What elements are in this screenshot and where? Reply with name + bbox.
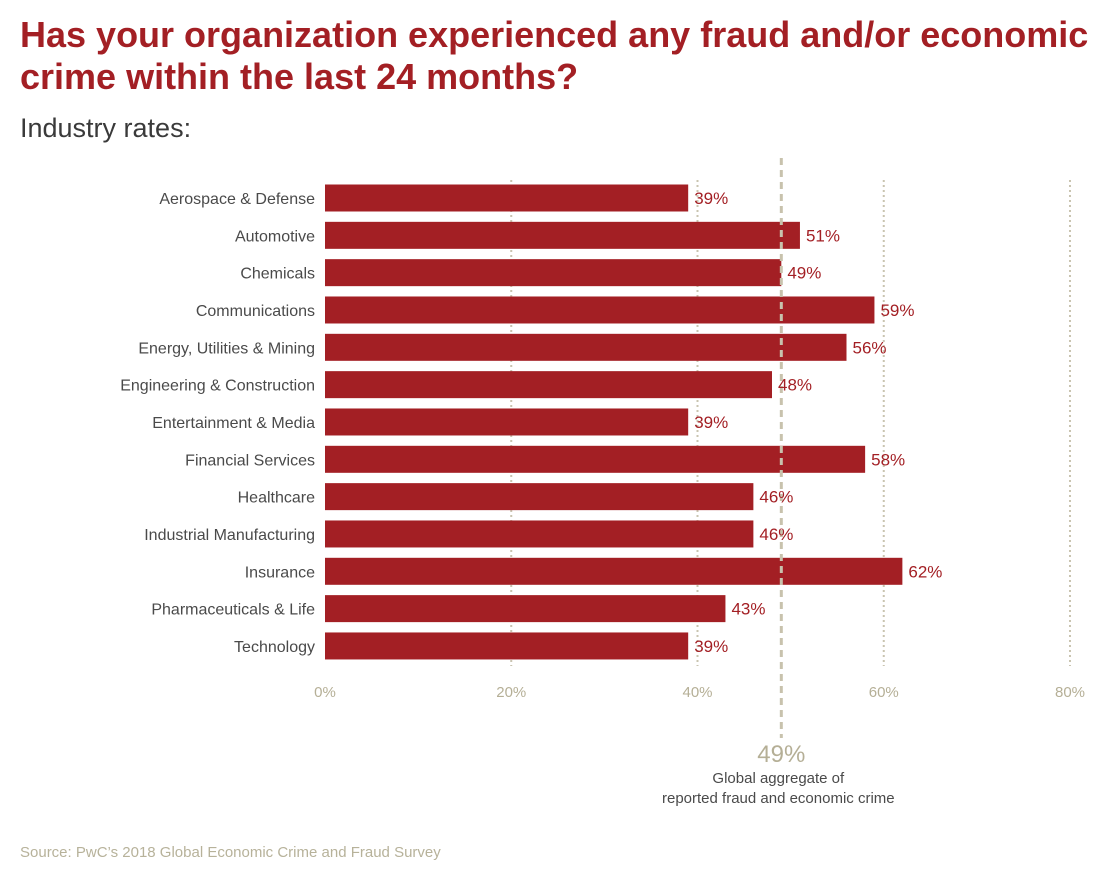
value-label: 56% <box>853 338 887 357</box>
category-label: Engineering & Construction <box>120 378 315 395</box>
bar <box>325 221 800 249</box>
value-label: 59% <box>880 301 914 320</box>
x-tick-label: 80% <box>1055 684 1085 701</box>
x-axis-ticks: 0% 20% 40% 60% 80% <box>314 684 1085 701</box>
bar <box>325 296 875 324</box>
category-label: Chemicals <box>240 266 315 283</box>
bars <box>325 184 903 660</box>
x-tick-label: 0% <box>314 684 336 701</box>
value-label: 48% <box>778 376 812 395</box>
category-label: Pharmaceuticals & Life <box>151 602 315 619</box>
bar <box>325 483 754 511</box>
bar <box>325 371 772 399</box>
category-label: Technology <box>234 639 315 656</box>
x-tick-label: 60% <box>869 684 899 701</box>
value-label: 43% <box>731 600 765 619</box>
bar <box>325 408 689 436</box>
chart-title: Has your organization experienced any fr… <box>20 14 1089 97</box>
source-note: Source: PwC’s 2018 Global Economic Crime… <box>20 844 441 861</box>
value-label: 46% <box>759 525 793 544</box>
bar <box>325 259 782 287</box>
category-labels: Aerospace & Defense Automotive Chemicals Co… <box>120 191 315 656</box>
chart-subtitle: Industry rates: <box>20 113 192 143</box>
category-label: Automotive <box>235 228 315 245</box>
category-label: Industrial Manufacturing <box>144 527 315 544</box>
category-label: Financial Services <box>185 452 315 469</box>
x-tick-label: 20% <box>496 684 526 701</box>
bar <box>325 595 726 623</box>
bar <box>325 632 689 660</box>
value-label: 51% <box>806 226 840 245</box>
value-label: 58% <box>871 450 905 469</box>
value-label: 46% <box>759 488 793 507</box>
category-label: Insurance <box>245 564 315 581</box>
bar <box>325 445 866 473</box>
bar <box>325 520 754 548</box>
category-label: Healthcare <box>238 490 315 507</box>
category-label: Entertainment & Media <box>152 415 315 432</box>
value-labels: 39%51%49%59%56%48%39%58%46%46%62%43%39% <box>694 189 942 656</box>
value-label: 62% <box>908 562 942 581</box>
category-label: Aerospace & Defense <box>159 191 315 208</box>
reference-value-label: 49% <box>757 741 805 768</box>
reference-caption-line: Global aggregate of <box>712 770 845 787</box>
value-label: 39% <box>694 413 728 432</box>
bar <box>325 184 689 212</box>
bar <box>325 333 847 361</box>
x-tick-label: 40% <box>682 684 712 701</box>
bar <box>325 557 903 585</box>
category-label: Energy, Utilities & Mining <box>138 340 315 357</box>
value-label: 49% <box>787 264 821 283</box>
category-label: Communications <box>196 303 315 320</box>
reference-line-group: 49% Global aggregate of reported fraud and… <box>662 158 895 807</box>
value-label: 39% <box>694 189 728 208</box>
reference-caption-line: reported fraud and economic crime <box>662 790 895 807</box>
value-label: 39% <box>694 637 728 656</box>
